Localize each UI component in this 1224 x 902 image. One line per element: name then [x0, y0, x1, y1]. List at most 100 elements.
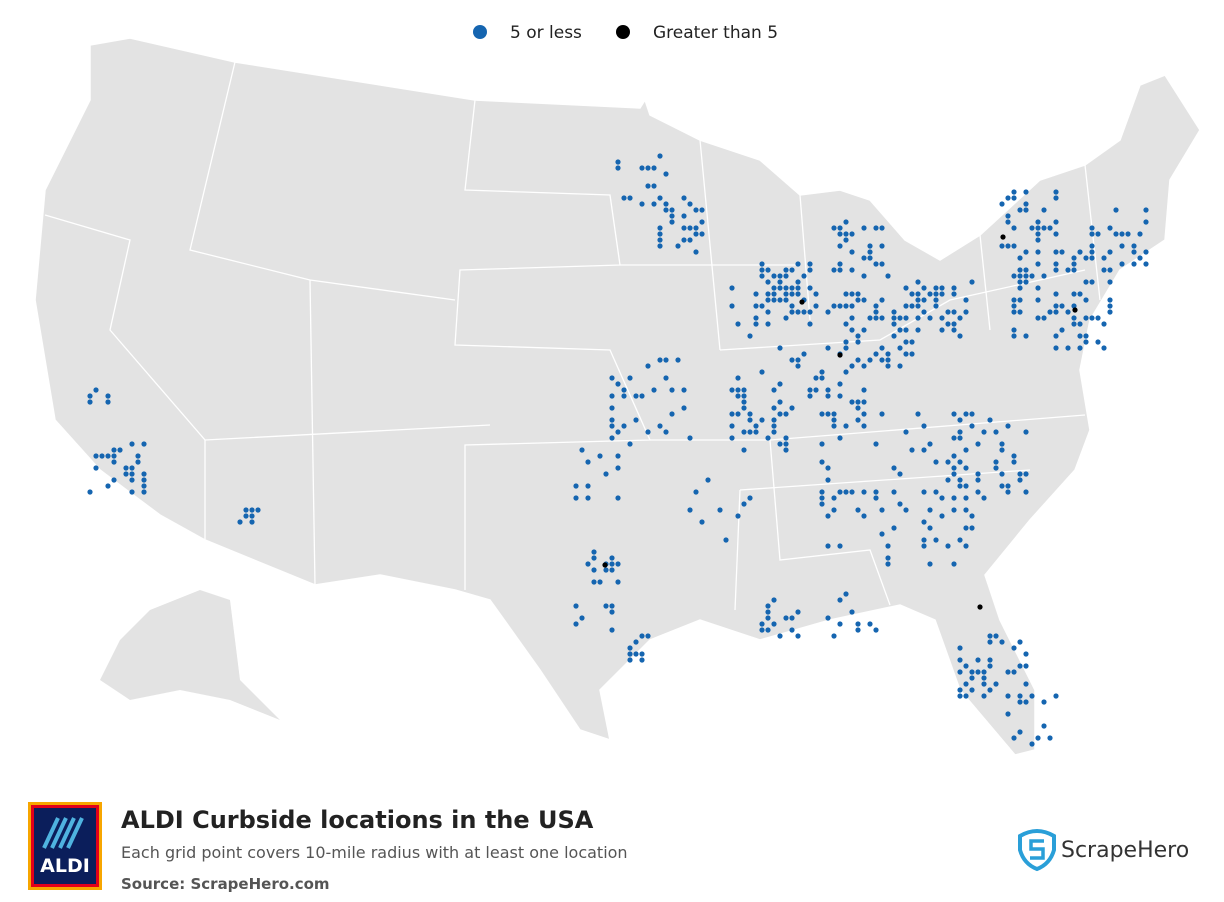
location-dot	[789, 267, 795, 273]
location-dot	[975, 471, 981, 477]
location-dot	[891, 309, 897, 315]
location-dot	[813, 303, 819, 309]
location-dot	[861, 411, 867, 417]
location-dot	[1017, 699, 1023, 705]
location-dot	[1005, 195, 1011, 201]
location-dot	[1017, 471, 1023, 477]
location-dot	[957, 645, 963, 651]
location-dot	[1107, 267, 1113, 273]
location-dot	[981, 675, 987, 681]
location-dot	[795, 279, 801, 285]
location-dot	[129, 477, 135, 483]
location-dot	[783, 615, 789, 621]
location-dot	[879, 297, 885, 303]
location-dot	[1023, 333, 1029, 339]
location-dot	[903, 285, 909, 291]
location-dot	[741, 399, 747, 405]
location-dot	[879, 315, 885, 321]
location-dot	[855, 291, 861, 297]
location-dot	[87, 399, 93, 405]
location-dot	[1005, 243, 1011, 249]
location-dot	[819, 459, 825, 465]
location-dot	[615, 165, 621, 171]
location-dot	[771, 621, 777, 627]
location-dot	[897, 501, 903, 507]
location-dot	[615, 159, 621, 165]
location-dot	[963, 447, 969, 453]
location-dot	[681, 387, 687, 393]
location-dot	[789, 405, 795, 411]
location-dot	[1119, 243, 1125, 249]
location-dot	[987, 687, 993, 693]
location-dot	[753, 291, 759, 297]
location-dot	[909, 339, 915, 345]
legend-swatch	[473, 25, 487, 39]
location-dot	[933, 285, 939, 291]
location-dot	[849, 315, 855, 321]
location-dot	[963, 411, 969, 417]
location-dot	[921, 537, 927, 543]
location-dot	[831, 303, 837, 309]
location-dot	[795, 609, 801, 615]
location-dot	[879, 531, 885, 537]
location-dot	[1023, 651, 1029, 657]
location-dot	[1017, 729, 1023, 735]
location-dot	[843, 489, 849, 495]
location-dot	[771, 423, 777, 429]
location-dot	[813, 375, 819, 381]
location-dot	[1041, 225, 1047, 231]
location-dot	[603, 567, 609, 573]
location-dot	[795, 285, 801, 291]
location-dot	[1053, 231, 1059, 237]
location-dot	[921, 297, 927, 303]
location-dot	[681, 225, 687, 231]
location-dot	[1107, 303, 1113, 309]
location-dot	[951, 495, 957, 501]
location-dot	[969, 669, 975, 675]
location-dot	[897, 327, 903, 333]
location-dot	[243, 513, 249, 519]
location-dot	[1119, 261, 1125, 267]
location-dot	[1035, 735, 1041, 741]
location-dot	[1089, 315, 1095, 321]
location-dot	[645, 165, 651, 171]
location-dot	[957, 657, 963, 663]
location-dot	[837, 225, 843, 231]
location-dot	[831, 225, 837, 231]
location-dot	[921, 423, 927, 429]
location-dot	[1077, 249, 1083, 255]
location-dot	[669, 207, 675, 213]
location-dot	[837, 231, 843, 237]
location-dot	[951, 327, 957, 333]
location-dot	[957, 687, 963, 693]
location-dot	[819, 411, 825, 417]
location-dot	[1011, 669, 1017, 675]
location-dot	[1107, 297, 1113, 303]
location-dot	[1035, 225, 1041, 231]
location-dot	[141, 441, 147, 447]
location-dot	[1071, 315, 1077, 321]
location-dot	[849, 609, 855, 615]
location-dot	[849, 489, 855, 495]
location-dot	[597, 453, 603, 459]
location-dot	[885, 273, 891, 279]
location-dot	[1107, 279, 1113, 285]
location-dot	[849, 399, 855, 405]
location-dot	[777, 345, 783, 351]
location-dot	[639, 393, 645, 399]
location-dot	[627, 375, 633, 381]
location-dot	[1017, 267, 1023, 273]
location-dot	[879, 411, 885, 417]
location-dot	[1137, 255, 1143, 261]
location-dot	[141, 483, 147, 489]
location-dot	[1005, 483, 1011, 489]
location-dot	[771, 297, 777, 303]
location-dot	[777, 273, 783, 279]
location-dot	[843, 591, 849, 597]
location-dot	[1041, 723, 1047, 729]
location-dot	[969, 279, 975, 285]
location-dot	[1053, 189, 1059, 195]
location-dot	[915, 279, 921, 285]
location-dot	[807, 387, 813, 393]
location-dot	[921, 285, 927, 291]
